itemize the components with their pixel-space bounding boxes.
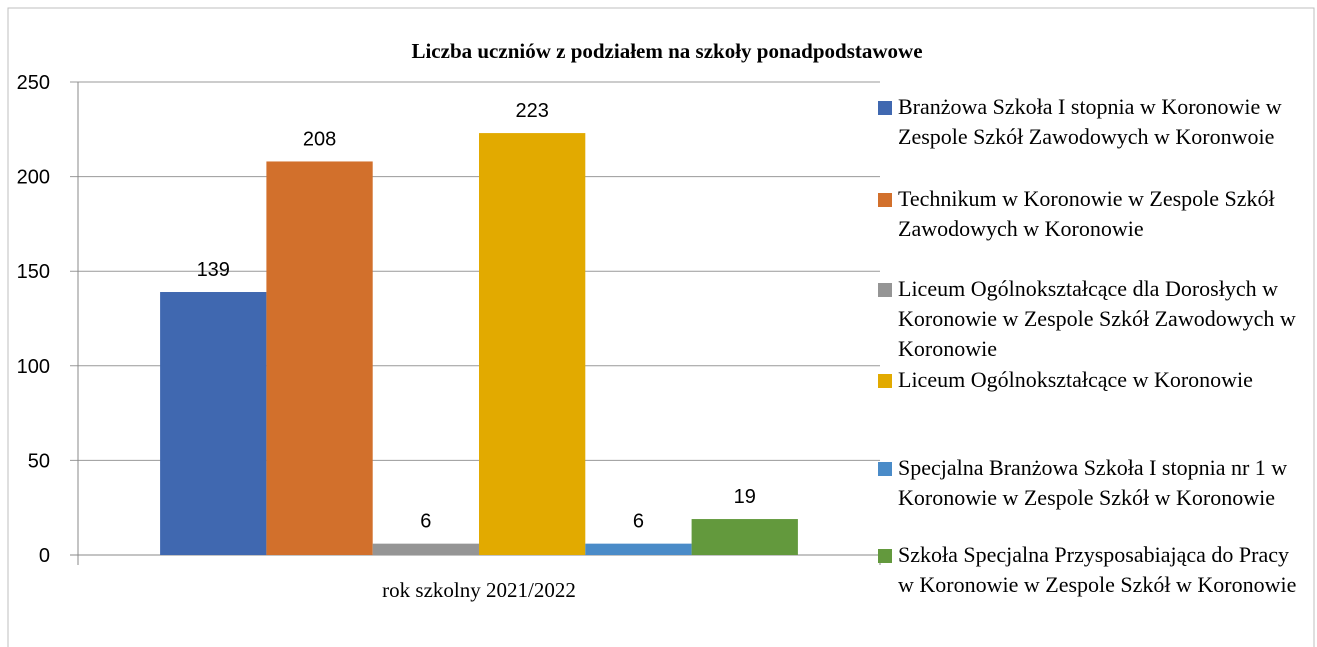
- chart-title: Liczba uczniów z podziałem na szkoły pon…: [411, 39, 922, 63]
- bar: [160, 292, 267, 555]
- bar: [691, 519, 798, 555]
- legend-item: Liceum Ogólnokształcące dla Dorosłych w …: [878, 274, 1298, 364]
- legend-swatch: [878, 283, 892, 297]
- legend-swatch: [878, 549, 892, 563]
- legend-item: Branżowa Szkoła I stopnia w Koronowie w …: [878, 92, 1298, 152]
- legend-label: Technikum w Koronowie w Zespole Szkół Za…: [898, 186, 1275, 241]
- y-tick-label: 100: [17, 356, 50, 378]
- data-label: 139: [197, 259, 230, 281]
- bar: [585, 543, 692, 555]
- data-label: 19: [734, 486, 756, 508]
- legend-swatch: [878, 101, 892, 115]
- data-label: 6: [633, 511, 644, 533]
- y-tick-label: 150: [17, 261, 50, 283]
- legend-label: Szkoła Specjalna Przysposabiająca do Pra…: [898, 542, 1297, 597]
- bar: [479, 133, 586, 556]
- legend-item: Technikum w Koronowie w Zespole Szkół Za…: [878, 184, 1298, 244]
- data-label: 223: [515, 100, 548, 122]
- legend-swatch: [878, 462, 892, 476]
- y-tick-label: 200: [17, 167, 50, 189]
- bar: [266, 161, 373, 556]
- y-tick-label: 250: [17, 72, 50, 94]
- chart-border: [7, 7, 1315, 647]
- x-tick-label: rok szkolny 2021/2022: [382, 578, 576, 602]
- legend-item: Liceum Ogólnokształcące w Koronowie: [878, 365, 1298, 395]
- legend-label: Branżowa Szkoła I stopnia w Koronowie w …: [898, 94, 1282, 149]
- y-tick-label: 0: [39, 545, 50, 567]
- y-tick-label: 50: [28, 450, 50, 472]
- legend-label: Liceum Ogólnokształcące dla Dorosłych w …: [898, 276, 1296, 361]
- legend-item: Specjalna Branżowa Szkoła I stopnia nr 1…: [878, 453, 1298, 513]
- legend-swatch: [878, 374, 892, 388]
- legend-label: Liceum Ogólnokształcące w Koronowie: [898, 367, 1253, 392]
- legend-item: Szkoła Specjalna Przysposabiająca do Pra…: [878, 540, 1298, 600]
- legend-swatch: [878, 193, 892, 207]
- data-label: 208: [303, 128, 336, 150]
- data-label: 6: [420, 511, 431, 533]
- bar: [372, 543, 479, 555]
- legend-label: Specjalna Branżowa Szkoła I stopnia nr 1…: [898, 455, 1288, 510]
